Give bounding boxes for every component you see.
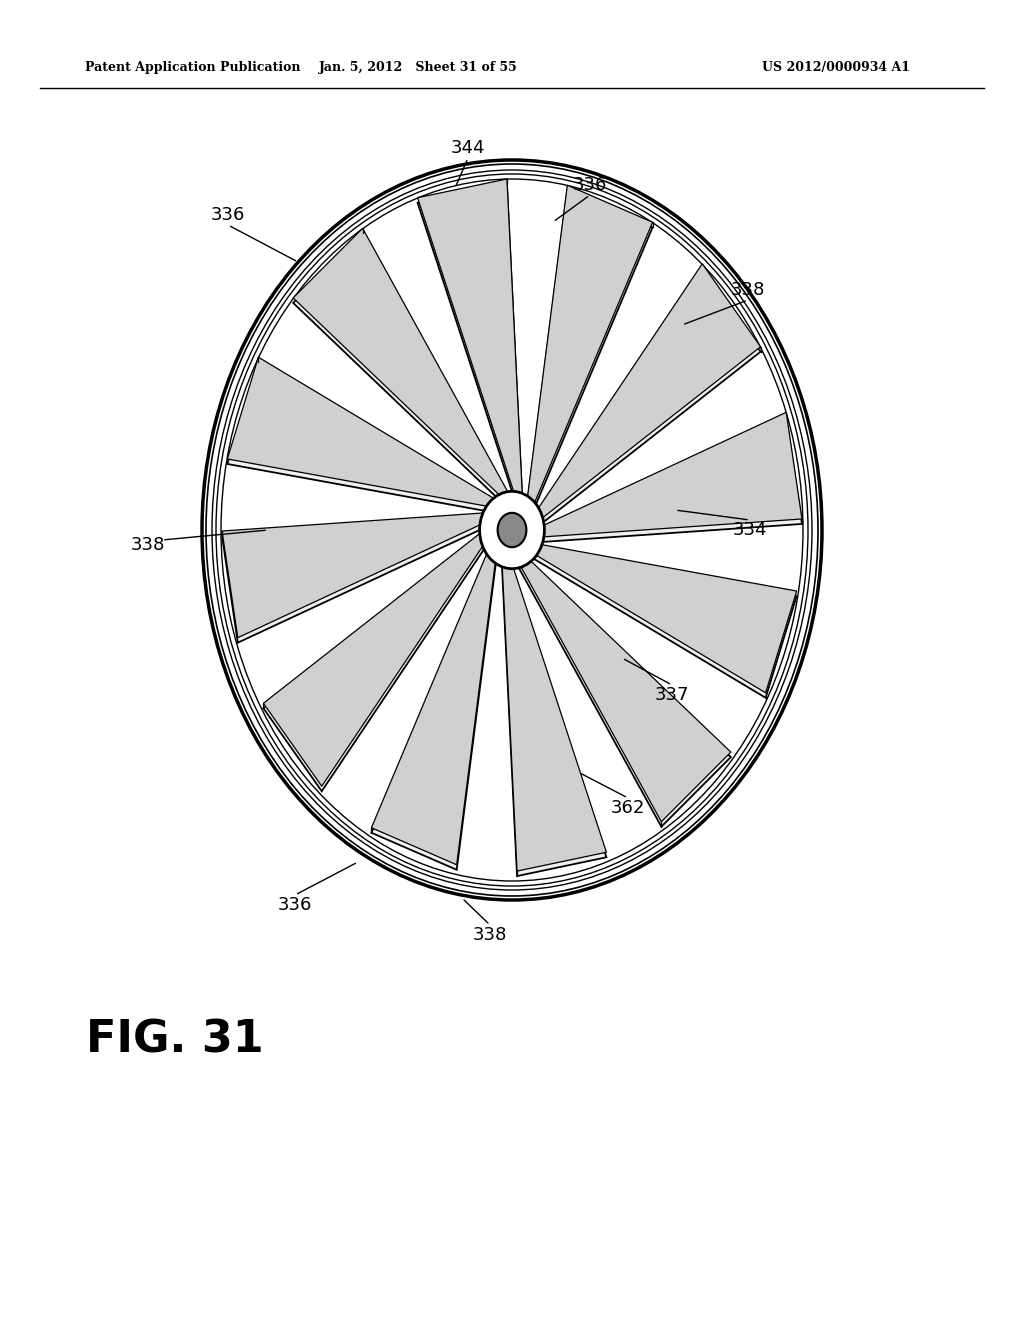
Polygon shape [523,548,797,698]
Text: 362: 362 [610,799,645,817]
Polygon shape [532,269,761,529]
Polygon shape [502,553,606,876]
Polygon shape [293,228,512,500]
Polygon shape [512,554,731,826]
Polygon shape [293,234,512,506]
Text: 334: 334 [733,521,767,539]
Polygon shape [418,180,522,502]
Polygon shape [526,185,652,511]
Polygon shape [502,548,606,871]
Polygon shape [531,412,802,537]
Text: Patent Application Publication: Patent Application Publication [85,62,300,74]
Text: Jan. 5, 2012   Sheet 31 of 55: Jan. 5, 2012 Sheet 31 of 55 [318,62,517,74]
Polygon shape [227,358,501,508]
Polygon shape [263,531,492,791]
Text: 338: 338 [473,927,507,944]
Polygon shape [526,190,652,516]
Text: 336: 336 [572,176,607,194]
Polygon shape [418,183,522,507]
Polygon shape [523,543,797,693]
Text: 336: 336 [211,206,245,224]
Polygon shape [372,544,498,870]
Polygon shape [531,417,802,543]
Text: 344: 344 [451,139,485,157]
Polygon shape [222,512,493,638]
Polygon shape [372,539,498,865]
Polygon shape [222,517,493,643]
Polygon shape [512,550,731,821]
Polygon shape [263,525,492,787]
Polygon shape [227,362,501,512]
Text: 336: 336 [278,896,312,913]
Text: FIG. 31: FIG. 31 [86,1019,264,1061]
Ellipse shape [498,512,526,548]
Text: 338: 338 [731,281,765,300]
Text: 338: 338 [131,536,165,554]
Text: US 2012/0000934 A1: US 2012/0000934 A1 [762,62,910,74]
Ellipse shape [479,491,545,569]
Text: 337: 337 [654,686,689,704]
Polygon shape [532,264,761,524]
